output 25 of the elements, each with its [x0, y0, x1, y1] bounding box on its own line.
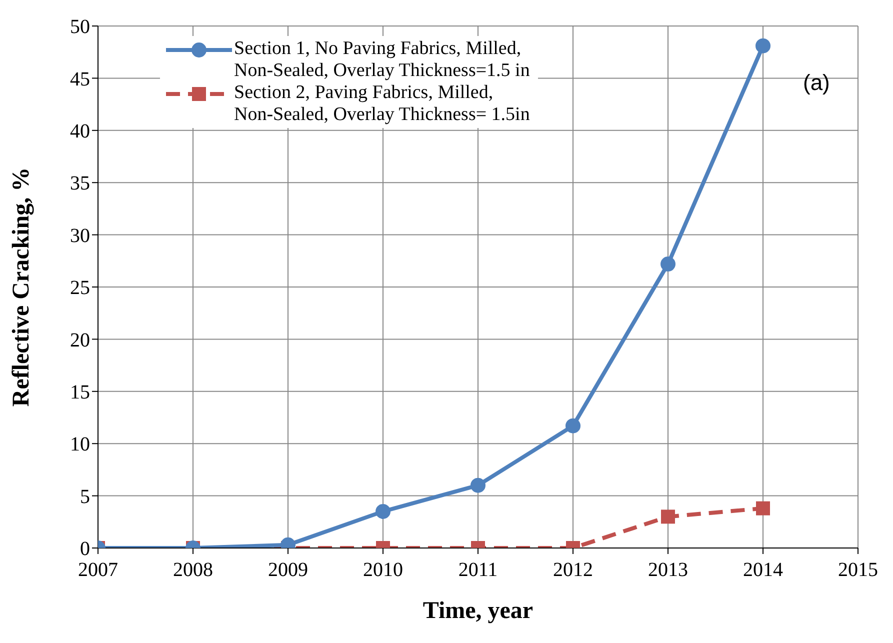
x-tick-label: 2013: [648, 559, 688, 582]
y-tick-label: 30: [70, 224, 90, 247]
y-tick-label: 45: [70, 68, 90, 90]
x-tick-label: 2008: [173, 559, 213, 582]
x-tick-label: 2014: [743, 559, 783, 582]
annotation: (a): [803, 70, 830, 96]
legend-label: Section 2, Paving Fabrics, Milled, Non-Sealed, Overlay Thickness= 1.5in: [234, 82, 531, 126]
x-tick-label: 2007: [78, 559, 118, 582]
y-axis-title: Reflective Cracking, %: [8, 167, 35, 407]
x-tick-label: 2015: [838, 559, 878, 582]
y-tick-label: 50: [70, 16, 90, 38]
y-tick-label: 15: [70, 382, 90, 404]
y-tick-label: 25: [70, 277, 90, 300]
legend-label: Section 1, No Paving Fabrics, Milled, Non-Sealed, Overlay Thickness=1.5 in: [234, 38, 531, 82]
x-tick-label: 2009: [268, 559, 308, 582]
y-tick-label: 10: [70, 434, 90, 456]
y-tick-label: 35: [70, 172, 90, 195]
y-tick-label: 20: [70, 329, 90, 352]
x-tick-label: 2011: [458, 559, 498, 582]
y-tick-label: 5: [80, 486, 90, 508]
y-tick-label: 0: [80, 538, 90, 560]
x-tick-label: 2010: [363, 559, 403, 582]
y-tick-label: 40: [70, 120, 90, 142]
x-axis-title: Time, year: [422, 598, 534, 624]
x-tick-label: 2012: [553, 559, 593, 582]
